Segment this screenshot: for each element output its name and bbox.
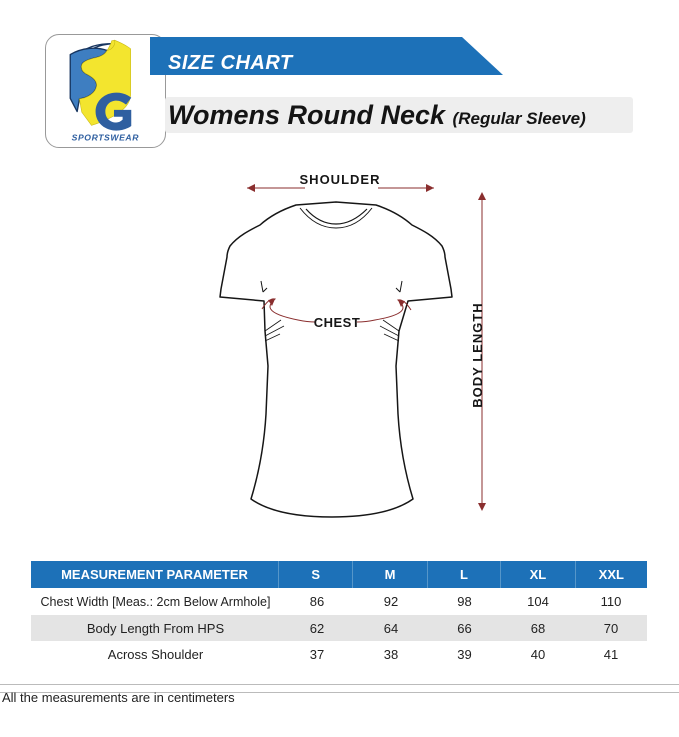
svg-text:SHOULDER: SHOULDER xyxy=(300,172,381,187)
svg-text:SIZE CHART: SIZE CHART xyxy=(168,52,294,74)
svg-text:SPORTSWEAR: SPORTSWEAR xyxy=(72,132,140,142)
svg-text:CHEST: CHEST xyxy=(314,315,361,330)
svg-text:BODY LENGTH: BODY LENGTH xyxy=(470,302,485,407)
